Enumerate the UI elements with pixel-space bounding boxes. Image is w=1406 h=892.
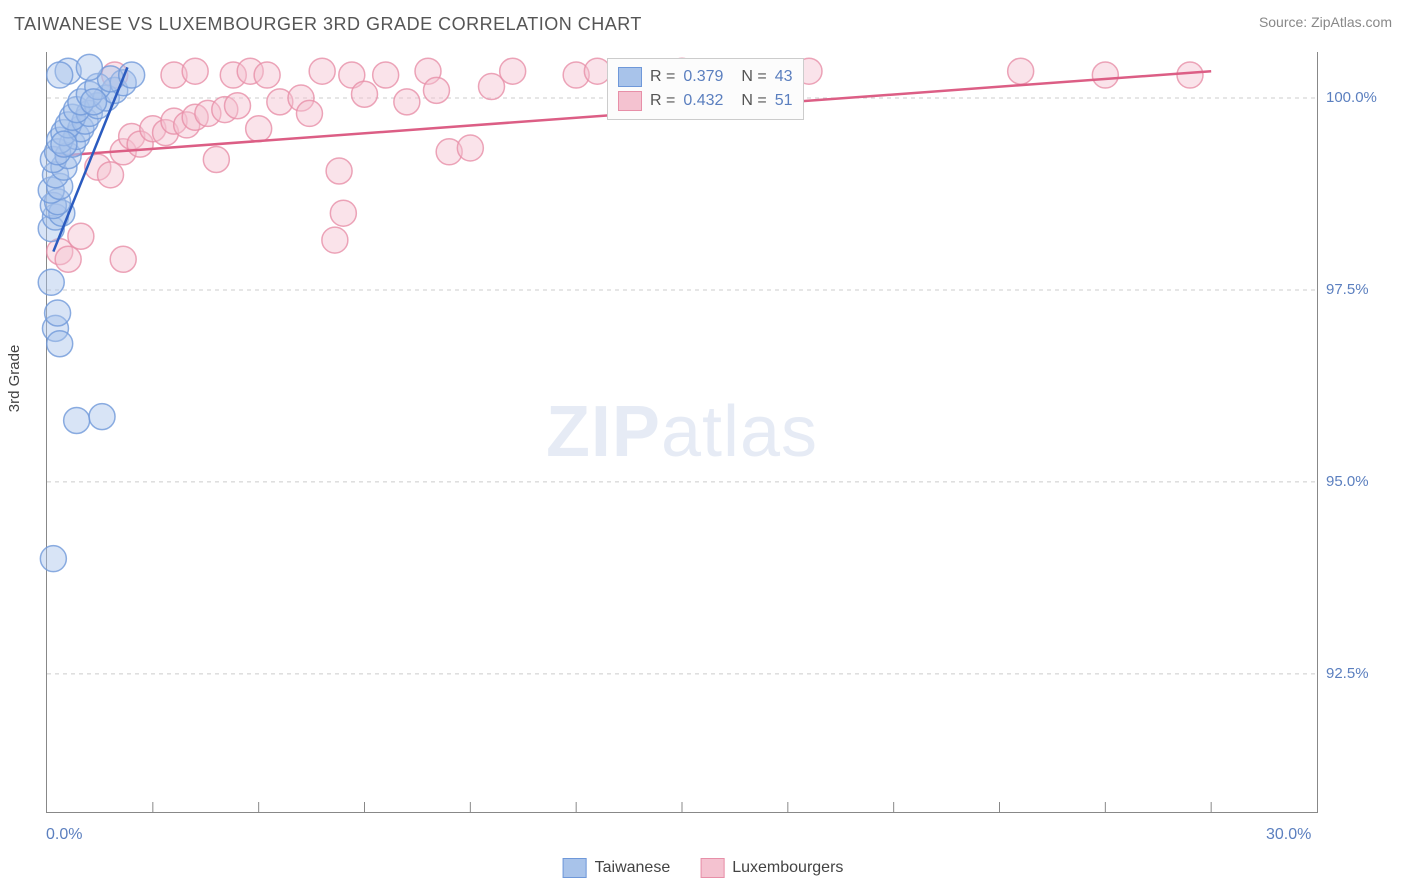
chart-container: { "title": "TAIWANESE VS LUXEMBOURGER 3R… [0,0,1406,892]
n-value: 43 [775,68,793,86]
correlation-legend: R = 0.379 N = 43 R = 0.432 N = 51 [607,58,804,120]
r-label: R = [650,92,675,110]
n-value: 51 [775,92,793,110]
y-tick-label: 95.0% [1326,473,1369,490]
y-axis-label: 3rd Grade [6,345,23,413]
n-label: N = [741,92,766,110]
y-tick-label: 97.5% [1326,281,1369,298]
x-axis-end-label: 30.0% [1266,826,1311,844]
legend-item: Taiwanese [563,858,671,878]
r-value: 0.432 [683,92,723,110]
watermark: ZIPatlas [546,391,818,473]
chart-title: TAIWANESE VS LUXEMBOURGER 3RD GRADE CORR… [14,14,642,35]
correlation-legend-row: R = 0.379 N = 43 [618,65,793,89]
legend-swatch [618,67,642,87]
legend-label: Luxembourgers [732,859,843,876]
legend-label: Taiwanese [595,859,671,876]
correlation-legend-row: R = 0.432 N = 51 [618,89,793,113]
r-value: 0.379 [683,68,723,86]
r-label: R = [650,68,675,86]
source-label: Source: ZipAtlas.com [1259,14,1392,30]
n-label: N = [741,68,766,86]
legend-swatch [563,858,587,878]
y-tick-label: 100.0% [1326,89,1377,106]
x-axis-start-label: 0.0% [46,826,82,844]
plot-area: ZIPatlas R = 0.379 N = 43 R = 0.432 N = … [46,52,1318,813]
legend-item: Luxembourgers [700,858,843,878]
y-tick-label: 92.5% [1326,665,1369,682]
legend-swatch [700,858,724,878]
series-legend: Taiwanese Luxembourgers [563,858,844,878]
legend-swatch [618,91,642,111]
